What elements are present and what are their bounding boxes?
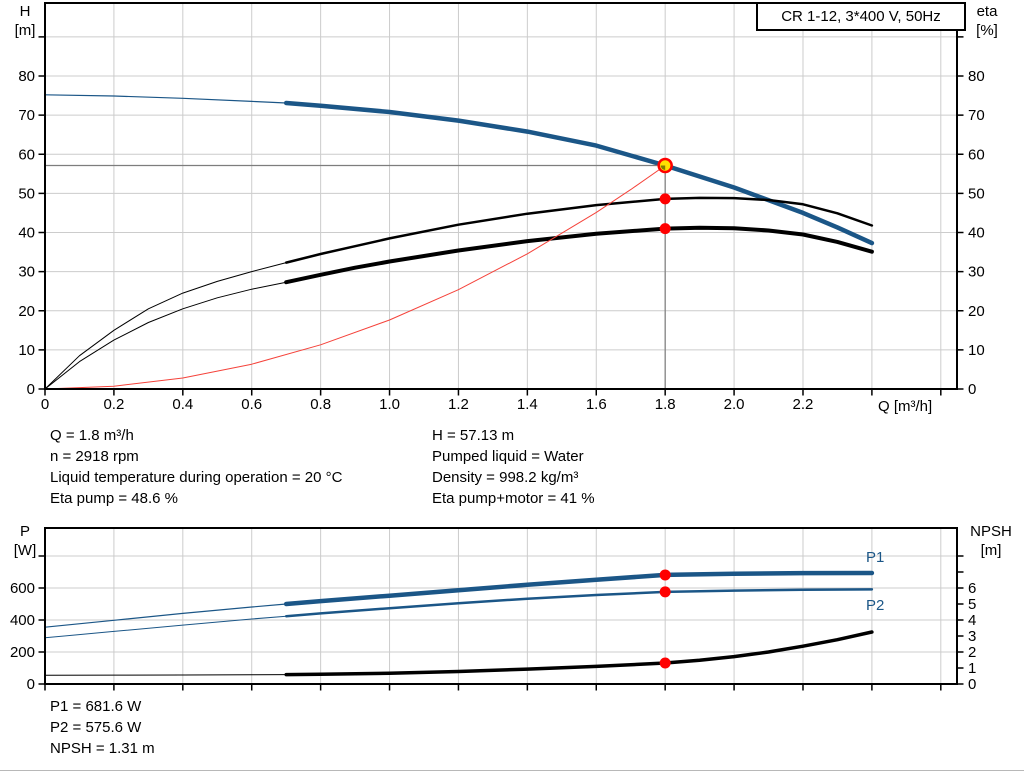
y-tick-label-left: 400 <box>10 612 35 629</box>
x-tick-label: 0.4 <box>172 396 193 413</box>
system-curve-thin <box>44 165 666 390</box>
plot-border <box>44 527 958 685</box>
x-tick-label: 0.2 <box>103 396 124 413</box>
p1-marker <box>659 569 671 581</box>
duty-info-right: H = 57.13 m Pumped liquid = Water Densit… <box>432 425 595 509</box>
eta-pump-motor-marker <box>659 223 671 235</box>
info-q: Q = 1.8 m³/h <box>50 427 134 444</box>
eta-axis-label-symbol: eta <box>976 3 998 20</box>
duty-point-wedge <box>660 165 666 170</box>
qh-eta-chart: 0 0.2 0.4 0.6 0.8 1.0 1.2 1.4 1.6 1.8 2.0 2.2 0 10 20 3… <box>18 2 985 413</box>
y-tick-label-left: 20 <box>18 303 35 320</box>
x-tick-label: 1.2 <box>448 396 469 413</box>
x-tick-label: 0.6 <box>241 396 262 413</box>
npsh-curve <box>284 630 874 677</box>
y-tick-label-right: 6 <box>968 580 976 597</box>
y-tick-label-right: 80 <box>968 68 985 85</box>
info-head: H = 57.13 m <box>432 427 515 444</box>
info-liquid-temp: Liquid temperature during operation = 20… <box>50 469 343 486</box>
info-rpm: n = 2918 rpm <box>50 448 139 465</box>
footer-divider <box>0 770 1024 771</box>
npsh-axis-label-symbol: NPSH <box>970 523 1012 540</box>
y-tick-label-left: 80 <box>18 68 35 85</box>
info-eta-pump: Eta pump = 48.6 % <box>50 490 178 507</box>
h-axis-label-unit: [m] <box>14 22 36 39</box>
y-tick-label-left: 0 <box>27 381 35 398</box>
y-tick-label-right: 60 <box>968 146 985 163</box>
y-tick-label-left: 40 <box>18 225 35 242</box>
pump-curve-H-thin <box>44 94 287 104</box>
y-tick-label-right: 20 <box>968 303 985 320</box>
p1-label: P1 <box>866 549 884 566</box>
p2-label: P2 <box>866 597 884 614</box>
eta-pump-motor-curve <box>284 225 874 285</box>
y-tick-label-right: 1 <box>968 660 976 677</box>
x-tick-label: 2.0 <box>724 396 745 413</box>
p-axis-label-unit: [W] <box>13 542 37 559</box>
y-tick-label-right: 0 <box>968 676 976 693</box>
npsh-axis-label: NPSH [m] <box>960 522 1022 560</box>
p-axis-label-symbol: P <box>19 523 30 540</box>
pump-curve-H <box>283 100 875 246</box>
y-tick-label-left: 60 <box>18 146 35 163</box>
p2-curve-thin <box>44 615 287 639</box>
x-tick-label: 2.2 <box>793 396 814 413</box>
p2-curve <box>284 588 874 618</box>
result-npsh: NPSH = 1.31 m <box>50 740 155 757</box>
p1-curve-thin <box>44 603 287 628</box>
p1-curve <box>283 570 875 607</box>
info-pumped-liquid: Pumped liquid = Water <box>432 448 584 465</box>
npsh-axis-label-unit: [m] <box>980 542 1002 559</box>
plot-border <box>44 2 958 390</box>
y-tick-label-left: 600 <box>10 580 35 597</box>
npsh-curve-thin <box>44 674 287 676</box>
y-tick-label-right: 10 <box>968 342 985 359</box>
y-tick-label-right: 50 <box>968 185 985 202</box>
p-axis-label: P [W] <box>6 522 44 560</box>
eta-axis-label: eta [%] <box>964 2 1010 40</box>
x-tick-label: 1.4 <box>517 396 538 413</box>
y-tick-label-left: 30 <box>18 264 35 281</box>
p2-marker <box>659 586 671 598</box>
y-tick-label-right: 3 <box>968 628 976 645</box>
result-p2: P2 = 575.6 W <box>50 719 142 736</box>
y-tick-label-right: 2 <box>968 644 976 661</box>
y-tick-label-right: 40 <box>968 225 985 242</box>
result-p1: P1 = 681.6 W <box>50 698 142 715</box>
eta-pump-motor-curve-thin <box>44 281 287 390</box>
eta-pump-curve-thin <box>44 262 287 390</box>
result-block: P1 = 681.6 W P2 = 575.6 W NPSH = 1.31 m <box>50 696 155 759</box>
y-tick-label-right: 4 <box>968 612 976 629</box>
y-tick-label-right: 70 <box>968 107 985 124</box>
y-tick-label-right: 0 <box>968 381 976 398</box>
y-tick-label-right: 5 <box>968 596 976 613</box>
x-tick-label: 1.6 <box>586 396 607 413</box>
y-tick-label-left: 50 <box>18 185 35 202</box>
info-eta-pump-motor: Eta pump+motor = 41 % <box>432 490 595 507</box>
eta-pump-curve <box>284 196 874 264</box>
h-axis-label-symbol: H <box>19 3 31 20</box>
y-tick-label-left: 200 <box>10 644 35 661</box>
h-axis-label: H [m] <box>6 2 44 40</box>
duty-info-left: Q = 1.8 m³/h n = 2918 rpm Liquid tempera… <box>50 425 342 509</box>
info-density: Density = 998.2 kg/m³ <box>432 469 579 486</box>
duty-point-marker[interactable] <box>657 157 673 174</box>
x-tick-label: 1.0 <box>379 396 400 413</box>
pump-title-box: CR 1-12, 3*400 V, 50Hz <box>756 2 966 31</box>
y-tick-label-left: 0 <box>27 676 35 693</box>
y-tick-label-right: 30 <box>968 264 985 281</box>
y-tick-label-left: 10 <box>18 342 35 359</box>
eta-axis-label-unit: [%] <box>976 22 998 39</box>
y-tick-label-left: 70 <box>18 107 35 124</box>
npsh-marker <box>659 657 671 669</box>
x-tick-label: 0.8 <box>310 396 331 413</box>
q-axis-label: Q [m³/h] <box>878 398 933 415</box>
eta-pump-marker <box>659 193 671 205</box>
x-tick-label: 1.8 <box>655 396 676 413</box>
x-tick-label: 0 <box>41 396 49 413</box>
